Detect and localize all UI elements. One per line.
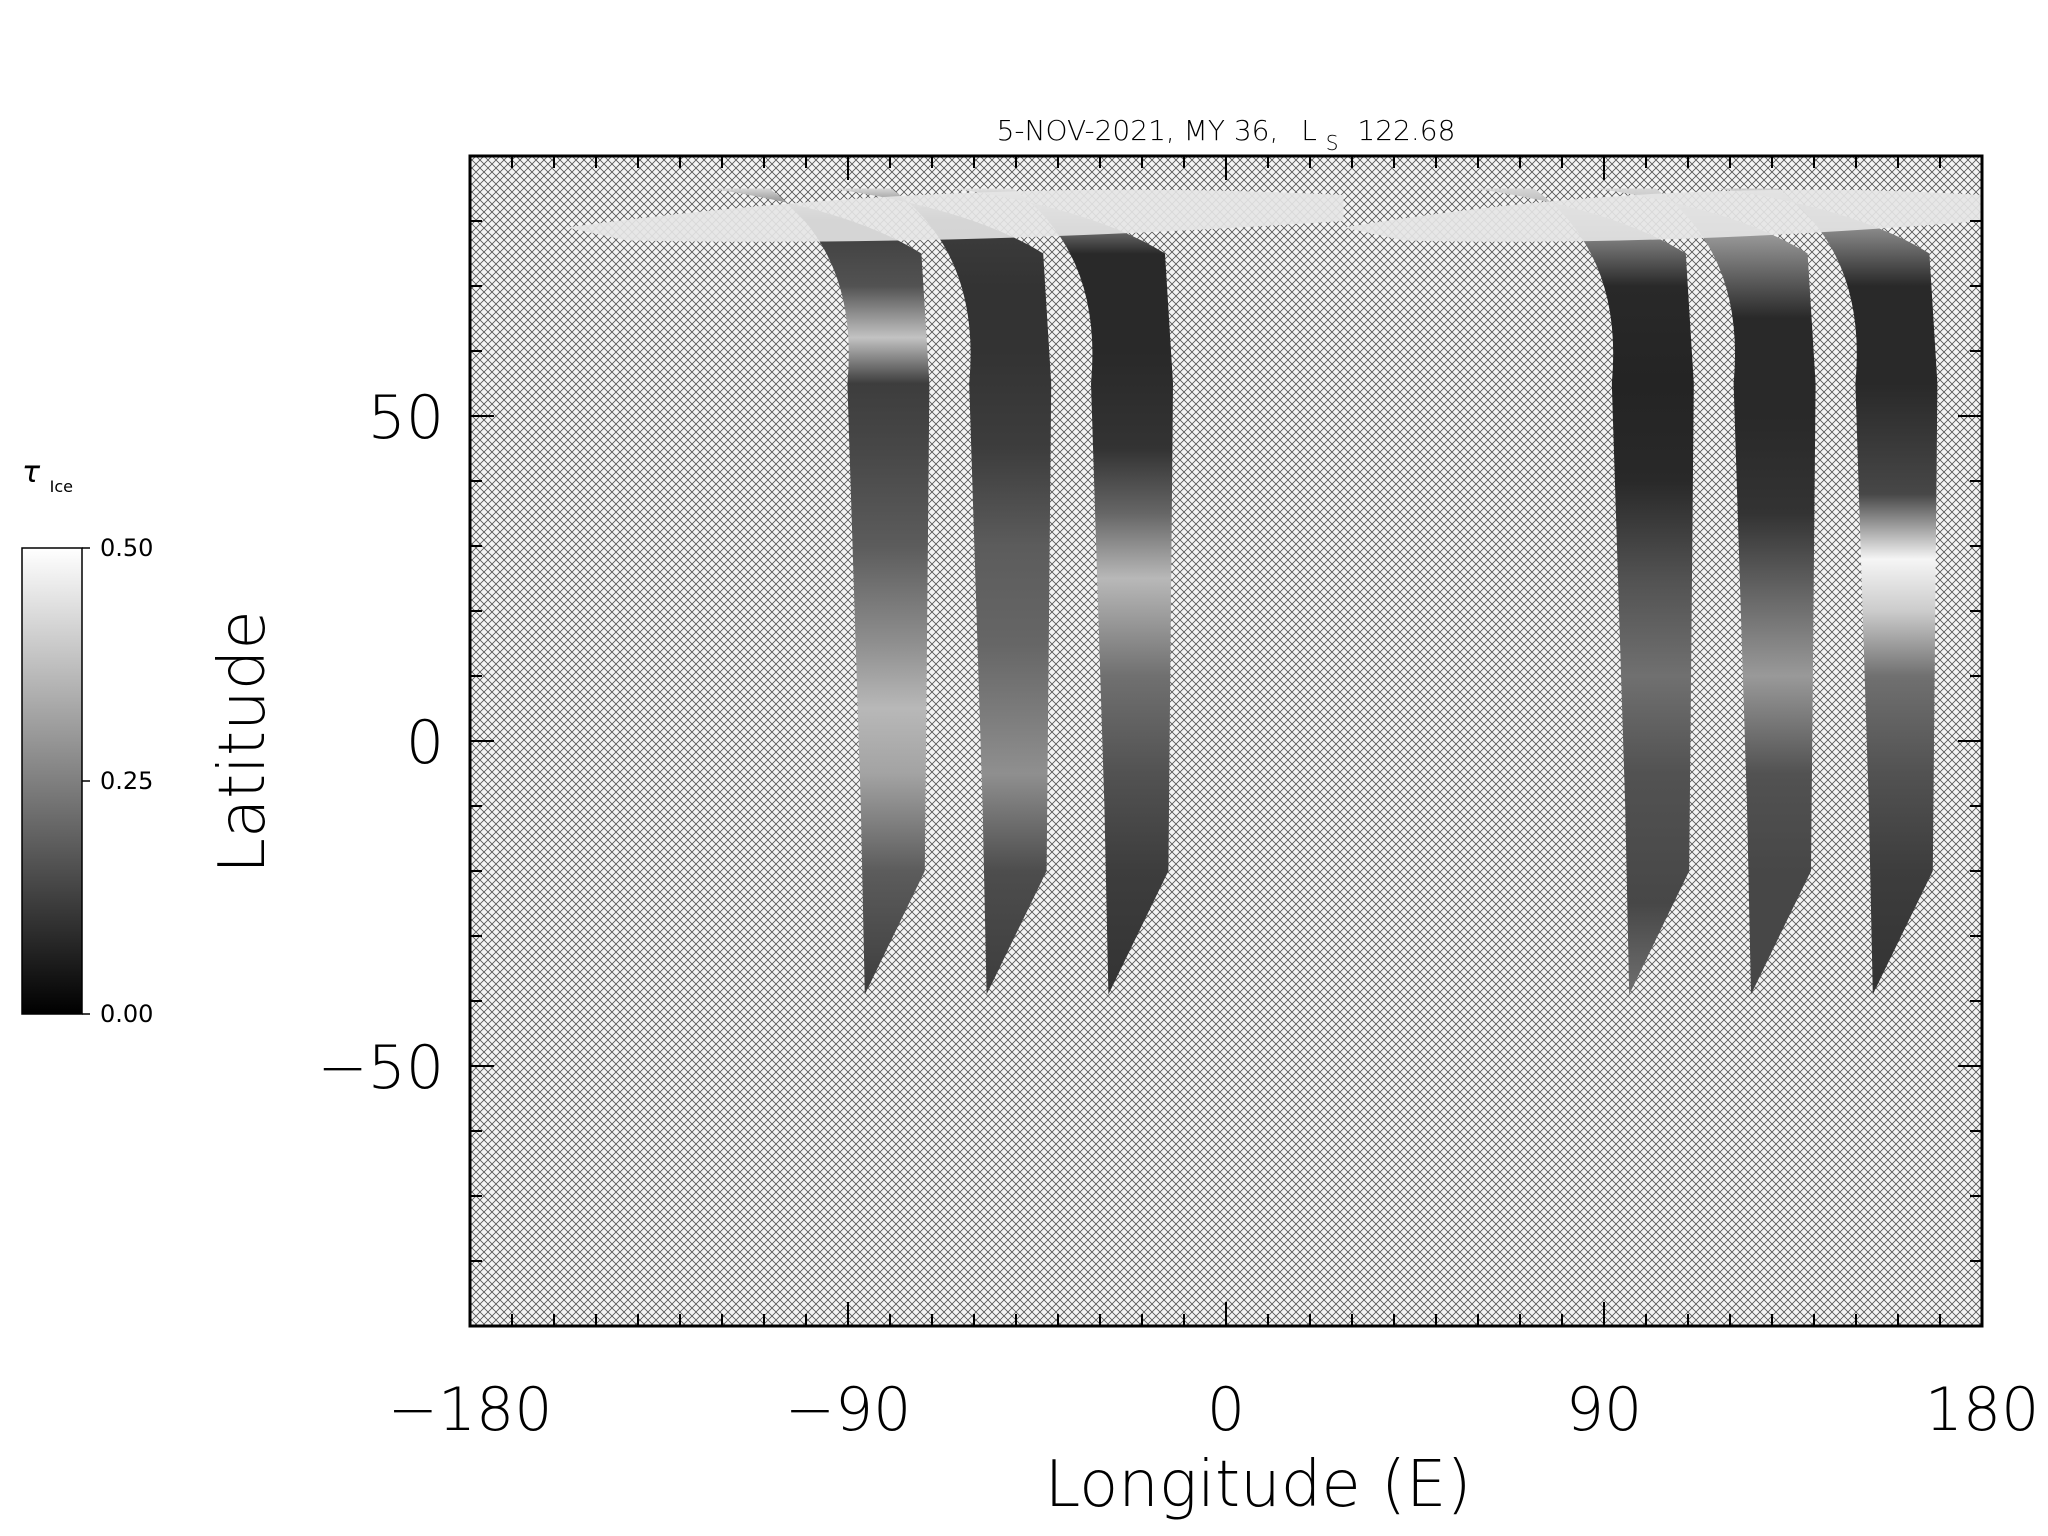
colorbar-tick-label: 0.00 (100, 1000, 153, 1028)
polar-cap-2 (1343, 189, 1982, 242)
x-tick-label: 180 (1925, 1375, 2040, 1445)
x-tick-label: 0 (1207, 1375, 1245, 1445)
title-ls-subscript: S (1326, 131, 1339, 155)
y-axis-title: Latitude (206, 610, 280, 873)
polar-cap-1 (566, 189, 1344, 242)
x-axis-title: Longitude (E) (1045, 1448, 1472, 1522)
y-tick-label: 50 (368, 383, 444, 453)
x-tick-labels: −180 −90 0 90 180 (388, 1375, 2040, 1445)
title-ls-value: 122.68 (1357, 114, 1455, 147)
colorbar-ticks: 0.50 0.25 0.00 (82, 534, 153, 1028)
polar-cap-layer (566, 189, 1982, 242)
y-tick-label: 0 (406, 708, 444, 778)
x-tick-label: −90 (785, 1375, 912, 1445)
swath-layer (709, 188, 1938, 995)
colorbar-tick-label: 0.50 (100, 534, 153, 562)
swath-3 (953, 188, 1173, 995)
colorbar-symbol: τ (22, 455, 41, 490)
y-tick-labels: 50 0 −50 (317, 383, 444, 1103)
swath-2 (831, 188, 1052, 995)
colorbar-subscript: Ice (50, 477, 73, 496)
title-ls-symbol: L (1301, 114, 1317, 147)
colorbar (21, 547, 83, 1015)
x-tick-label: 90 (1566, 1375, 1642, 1445)
tick-layer (469, 155, 1983, 1327)
swath-5 (1595, 188, 1816, 995)
x-tick-label: −180 (388, 1375, 553, 1445)
swath-1 (709, 188, 930, 995)
colorbar-tick-label: 0.25 (100, 767, 153, 795)
swath-6 (1717, 188, 1938, 995)
y-tick-label: −50 (317, 1033, 444, 1103)
chart-title: 5-NOV-2021, MY 36, L S 122.68 (997, 114, 1456, 157)
no-data-hatch (470, 156, 1982, 1326)
colorbar-title: τ Ice (22, 455, 73, 496)
swath-4 (1473, 188, 1694, 995)
title-date: 5-NOV-2021, MY 36, (997, 114, 1279, 147)
